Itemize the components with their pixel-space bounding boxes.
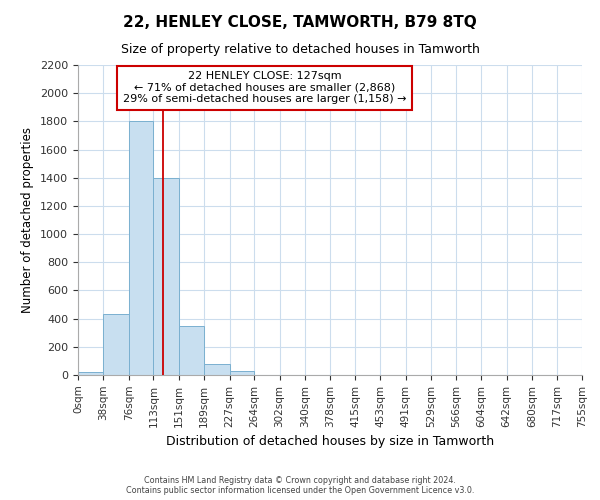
Y-axis label: Number of detached properties: Number of detached properties (22, 127, 34, 313)
Bar (78, 372, 103, 375)
Text: 22 HENLEY CLOSE: 127sqm
← 71% of detached houses are smaller (2,868)
29% of semi: 22 HENLEY CLOSE: 127sqm ← 71% of detache… (123, 71, 406, 104)
Bar (154, 178, 179, 375)
Text: Size of property relative to detached houses in Tamworth: Size of property relative to detached ho… (121, 42, 479, 56)
X-axis label: Distribution of detached houses by size in Tamworth: Distribution of detached houses by size … (166, 435, 494, 448)
Text: 22, HENLEY CLOSE, TAMWORTH, B79 8TQ: 22, HENLEY CLOSE, TAMWORTH, B79 8TQ (123, 15, 477, 30)
Text: Contains HM Land Registry data © Crown copyright and database right 2024.
Contai: Contains HM Land Registry data © Crown c… (126, 476, 474, 495)
Bar (204, 364, 230, 375)
Bar (230, 372, 254, 375)
Bar (103, 314, 129, 375)
Bar (179, 326, 204, 375)
Bar (129, 122, 154, 375)
